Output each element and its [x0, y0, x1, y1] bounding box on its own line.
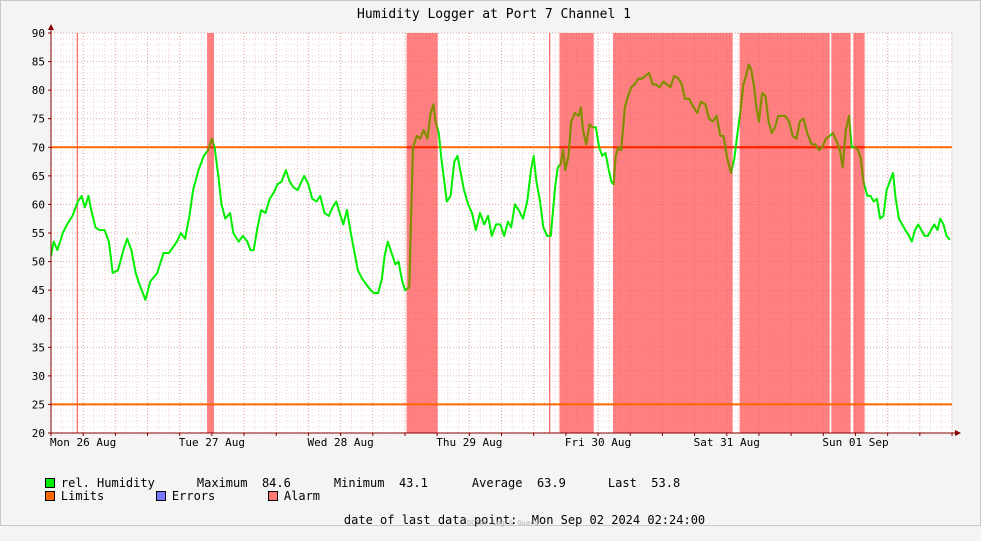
y-tick-label: 45 [32, 284, 45, 297]
x-tick-label: Tue 27 Aug [179, 436, 245, 449]
alarm-band [406, 33, 438, 433]
x-tick-label: Sun 01 Sep [822, 436, 888, 449]
alarm-band [207, 33, 215, 433]
maximum-value: 84.6 [261, 476, 291, 490]
limits-swatch-icon [44, 491, 55, 501]
x-tick-label: Thu 29 Aug [436, 436, 502, 449]
y-tick-label: 85 [32, 56, 45, 69]
y-tick-label: 25 [32, 398, 45, 411]
chart-container: Humidity Logger at Port 7 Channel 1 20 25… [0, 0, 981, 527]
minimum-value: 43.1 [398, 476, 428, 490]
y-tick-label: 60 [32, 198, 45, 211]
alarm-band [831, 33, 851, 433]
y-tick-label: 50 [32, 256, 45, 269]
legend-row-2-alarm: Alarm [239, 475, 320, 517]
y-axis-arrow-icon [48, 24, 54, 30]
x-tick-label: Sat 31 Aug [694, 436, 760, 449]
stat-average: Average 63.9 [443, 462, 566, 504]
y-tick-label: 20 [32, 427, 45, 440]
last-label: Last [607, 476, 637, 490]
stat-maximum: Maximum 84.6 [168, 462, 291, 504]
legend-row-1: rel. Humidity [16, 462, 155, 504]
average-label: Average [471, 476, 523, 490]
y-tick-label: 65 [32, 170, 45, 183]
y-tick-label: 35 [32, 341, 45, 354]
legend-row-2-limits: Limits [16, 475, 104, 517]
plot-area: 20 25 30 35 40 45 50 55 60 65 70 75 80 85 90 Mon 26 Aug… [32, 24, 961, 449]
limit-lines [51, 146, 952, 406]
y-tick-label: 30 [32, 370, 45, 383]
alarm-band [739, 33, 830, 433]
alarm-bands [207, 33, 865, 433]
y-tick-label: 80 [32, 84, 45, 97]
alarm-swatch-icon [267, 491, 278, 501]
humidity-chart: Humidity Logger at Port 7 Channel 1 20 25… [0, 0, 981, 526]
stat-minimum: Minimum 43.1 [305, 462, 428, 504]
legend-limits-label: Limits [60, 489, 105, 503]
y-tick-label: 70 [32, 141, 45, 154]
watermark: OCTA© Log & Guard [450, 511, 539, 535]
y-tick-label: 90 [32, 27, 45, 40]
legend-humidity-label: rel. Humidity [60, 476, 155, 490]
chart-title: Humidity Logger at Port 7 Channel 1 [357, 7, 631, 22]
alarm-band [613, 33, 733, 433]
last-point-label: date of last data point: [343, 513, 518, 527]
average-value: 63.9 [536, 476, 566, 490]
alarm-band [853, 33, 865, 433]
last-point-value: Mon Sep 02 2024 02:24:00 [531, 513, 706, 527]
alarm-band [559, 33, 594, 433]
x-axis-arrow-icon [955, 430, 961, 436]
x-tick-label: Wed 28 Aug [307, 436, 373, 449]
maximum-label: Maximum [196, 476, 248, 490]
legend-alarm-label: Alarm [283, 489, 321, 503]
last-data-point: date of last data point: Mon Sep 02 2024… [315, 499, 705, 541]
humidity-swatch-icon [44, 478, 55, 488]
x-tick-label: Mon 26 Aug [50, 436, 116, 449]
legend-errors-label: Errors [171, 489, 216, 503]
y-tick-label: 55 [32, 227, 45, 240]
watermark-text: OCTA© Log & Guard [466, 519, 539, 527]
y-tick-label: 40 [32, 313, 45, 326]
y-tick-label: 75 [32, 113, 45, 126]
stat-last: Last 53.8 [579, 462, 680, 504]
errors-swatch-icon [155, 491, 166, 501]
legend-row-2-errors: Errors [127, 475, 215, 517]
last-value: 53.8 [651, 476, 681, 490]
x-tick-label: Fri 30 Aug [565, 436, 631, 449]
grid-lines [50, 32, 953, 434]
minimum-label: Minimum [333, 476, 385, 490]
